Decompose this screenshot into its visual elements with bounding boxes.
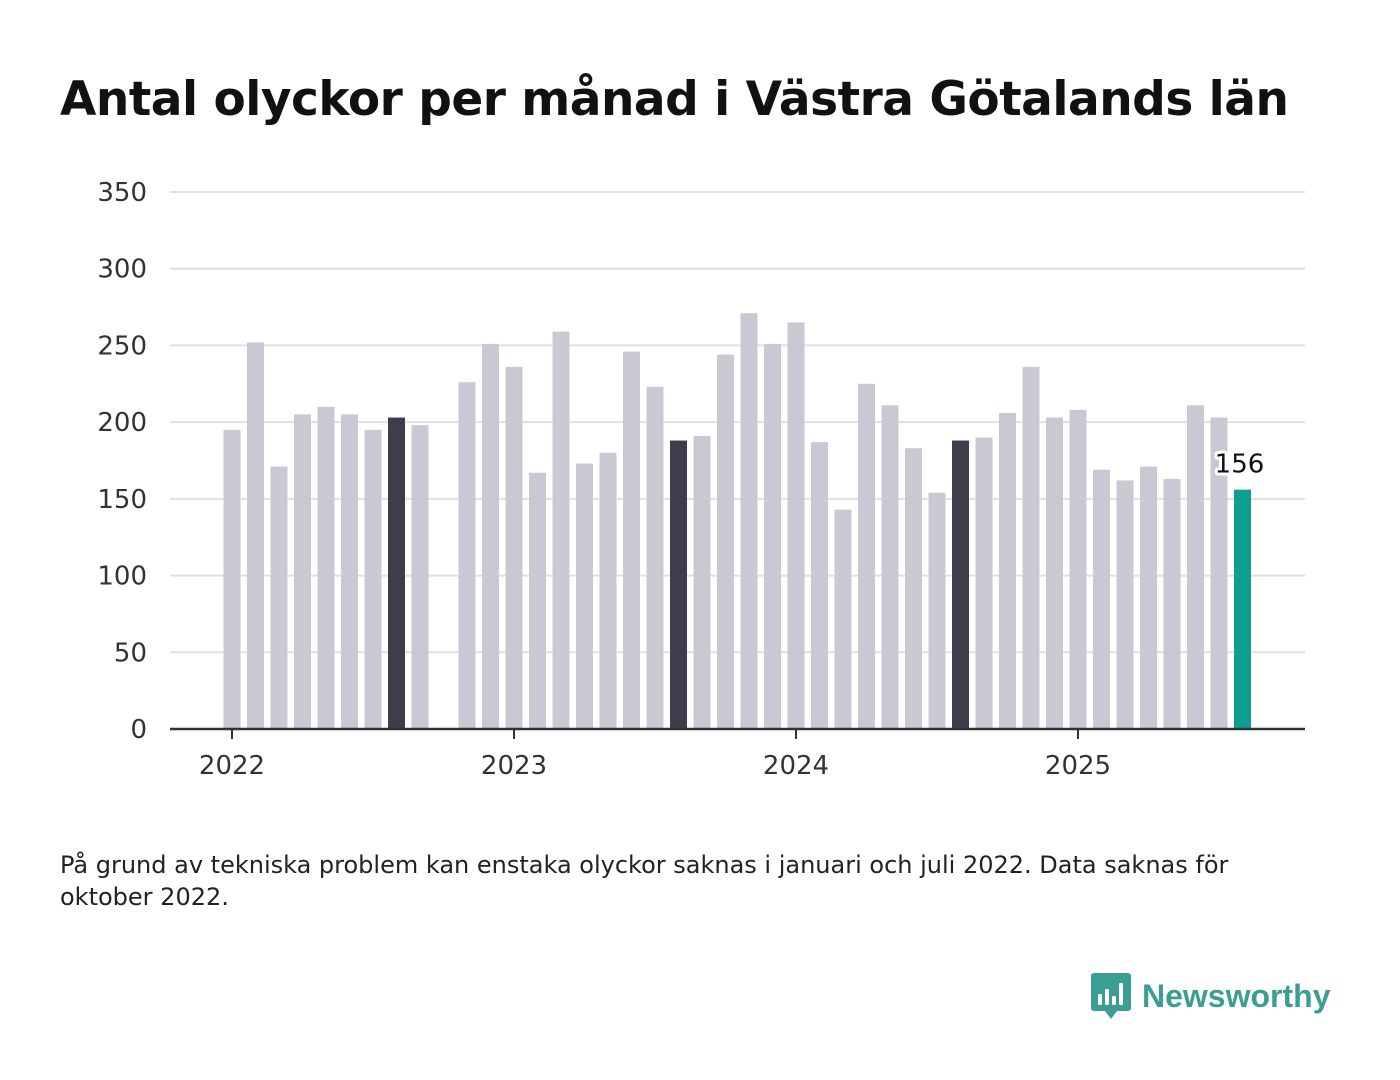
bar-2024-08 <box>952 440 969 729</box>
bar-2024-01 <box>787 322 805 729</box>
bar-2023-03 <box>552 331 570 729</box>
x-axis-tick-labels: 2022 2023 2024 2025 <box>199 751 1111 781</box>
bar-2023-09 <box>693 435 711 729</box>
bar-2024-12 <box>1046 417 1063 729</box>
y-tick-label: 100 <box>97 562 147 592</box>
y-tick-label: 350 <box>97 178 147 208</box>
bar-2023-11 <box>740 313 758 729</box>
brand-name: Newsworthy <box>1142 978 1331 1014</box>
x-tick-label: 2022 <box>199 751 265 781</box>
bar-2023-08 <box>670 440 687 729</box>
bar-2022-04 <box>294 414 311 729</box>
bar-2025-03 <box>1116 480 1134 729</box>
bar-2023-02 <box>529 472 546 729</box>
y-tick-label: 50 <box>114 638 147 668</box>
y-axis-tick-labels: 0 50 100 150 200 250 300 350 <box>97 178 147 745</box>
bar-2022-01 <box>223 429 241 729</box>
newsworthy-bar-chart-logo-icon <box>1091 973 1131 1019</box>
y-tick-label: 200 <box>97 408 147 438</box>
bar-2023-07 <box>646 386 664 729</box>
bars <box>223 313 1251 729</box>
bar-2025-06 <box>1187 405 1204 729</box>
bar-2024-06 <box>905 448 922 729</box>
bar-2024-11 <box>1022 366 1040 729</box>
y-tick-label: 0 <box>130 715 147 745</box>
bar-2025-01 <box>1069 409 1087 729</box>
bar-2024-07 <box>928 492 946 729</box>
bar-2022-12 <box>482 343 499 729</box>
y-tick-label: 300 <box>97 255 147 285</box>
x-tick-label: 2024 <box>763 751 829 781</box>
chart-title: Antal olyckor per månad i Västra Götalan… <box>60 72 1289 127</box>
x-tick-label: 2025 <box>1045 751 1111 781</box>
bar-2024-04 <box>858 383 875 729</box>
bar-2022-11 <box>458 382 476 729</box>
bar-chart: 0 50 100 150 200 250 300 350 2022 2023 2024 2025 1… <box>97 178 1305 781</box>
bar-2022-06 <box>341 414 358 729</box>
bar-2024-05 <box>881 405 899 729</box>
footnote: På grund av tekniska problem kan enstaka… <box>60 851 1229 911</box>
latest-value-annotation: 156 <box>1212 447 1268 483</box>
bar-2023-10 <box>717 354 734 729</box>
bar-2023-04 <box>576 463 593 729</box>
bar-2023-12 <box>764 343 781 729</box>
bar-2024-03 <box>834 509 852 729</box>
bar-2023-05 <box>599 452 617 729</box>
newsworthy-logo[interactable]: Newsworthy <box>1090 970 1330 1022</box>
bar-2025-05 <box>1163 478 1181 729</box>
x-tick-label: 2023 <box>481 751 547 781</box>
bar-2024-02 <box>811 442 828 729</box>
bar-2022-07 <box>364 429 382 729</box>
bar-2025-02 <box>1093 469 1110 729</box>
bar-2025-04 <box>1140 466 1157 729</box>
y-tick-label: 250 <box>97 331 147 361</box>
bar-2024-10 <box>999 412 1016 729</box>
bar-2022-03 <box>270 466 288 729</box>
bar-2025-07 <box>1210 417 1228 729</box>
gridlines <box>170 191 1305 654</box>
y-tick-label: 150 <box>97 485 147 515</box>
bar-2022-05 <box>317 406 335 729</box>
bar-2025-08 <box>1234 489 1251 729</box>
bar-2022-02 <box>247 342 264 729</box>
bar-2024-09 <box>975 437 993 729</box>
x-axis-ticks <box>231 729 1079 739</box>
bar-2023-01 <box>505 366 523 729</box>
latest-value-label: 156 <box>1215 450 1265 480</box>
bar-2022-08 <box>388 417 405 729</box>
bar-2022-09 <box>411 425 429 729</box>
bar-2023-06 <box>623 351 640 729</box>
